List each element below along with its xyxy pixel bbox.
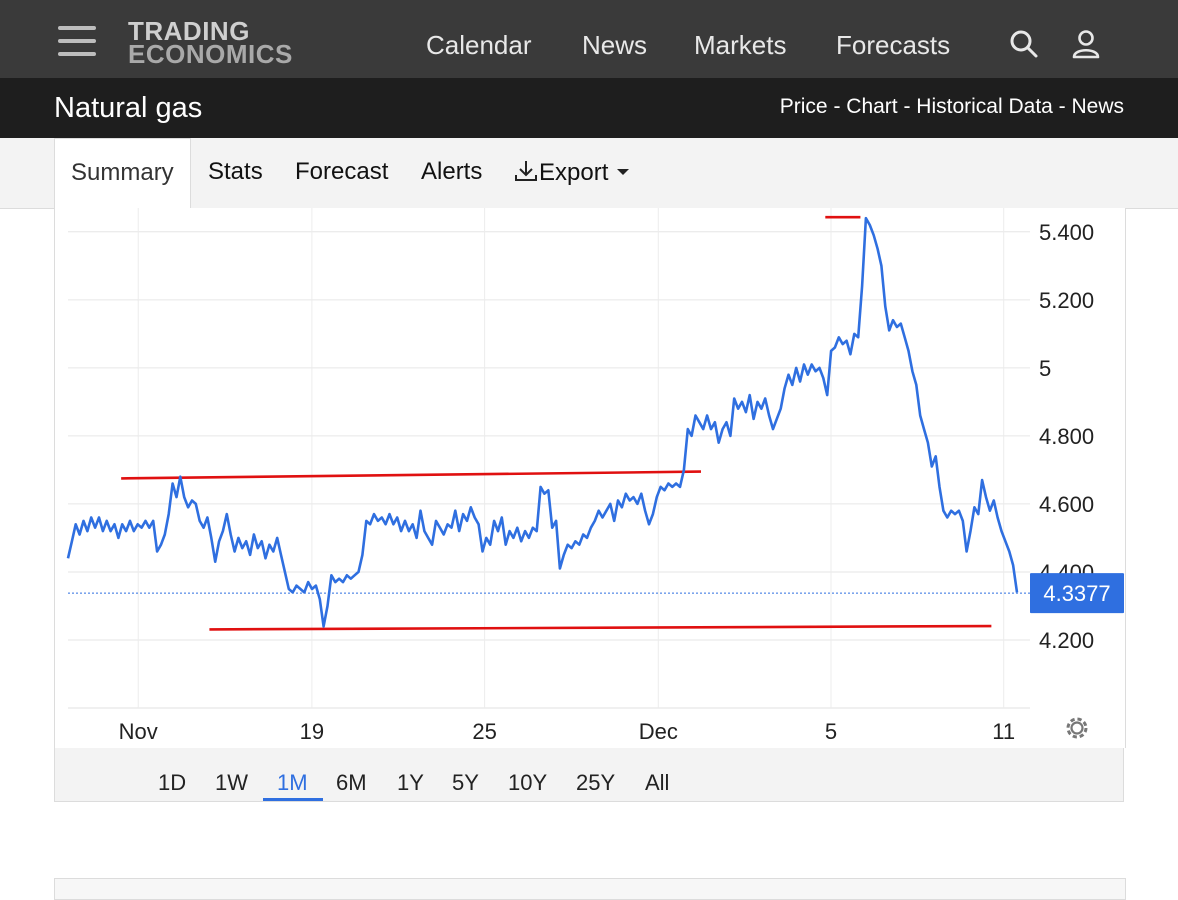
y-tick-label: 5.400 <box>1039 220 1094 245</box>
settings-icon[interactable] <box>1066 717 1088 739</box>
x-tick-label: 11 <box>992 719 1015 744</box>
x-tick-label: 25 <box>472 719 496 744</box>
x-tick-label: Nov <box>119 719 158 744</box>
page-header <box>0 78 1178 138</box>
range-1m[interactable]: 1M <box>277 770 308 795</box>
range-6m[interactable]: 6M <box>336 770 367 795</box>
nav-calendar[interactable]: Calendar <box>426 30 532 60</box>
current-value-label: 4.3377 <box>1043 581 1110 606</box>
chart-tabs: Summary Stats Forecast Alerts Export <box>0 138 1178 209</box>
y-tick-label: 5.200 <box>1039 288 1094 313</box>
logo-line-1: TRADING <box>128 16 250 46</box>
annotation-line <box>121 470 701 480</box>
x-tick-label: Dec <box>639 719 678 744</box>
range-selector: 1D 1W 1M 6M 1Y 5Y 10Y 25Y All <box>54 748 1124 802</box>
top-navigation-bar: TRADING ECONOMICS Calendar News Markets … <box>0 0 1178 78</box>
tab-forecast[interactable]: Forecast <box>295 158 389 185</box>
logo-line-2: ECONOMICS <box>128 39 293 69</box>
chart-grid <box>68 208 1030 709</box>
chart-annotations <box>121 215 992 631</box>
search-icon[interactable] <box>1008 28 1040 60</box>
tab-alerts[interactable]: Alerts <box>421 158 483 185</box>
nav-news[interactable]: News <box>582 30 648 60</box>
y-tick-label: 5 <box>1039 356 1051 381</box>
trading-economics-logo[interactable]: TRADING ECONOMICS <box>128 16 293 69</box>
range-1w[interactable]: 1W <box>215 770 248 795</box>
series-line <box>66 216 1019 628</box>
active-range-indicator <box>263 798 323 801</box>
current-value-badge: 4.3377 <box>1030 573 1124 614</box>
x-tick-label: 5 <box>825 719 837 744</box>
x-axis-ticks: Nov 19 25 Dec 5 11 <box>119 719 1015 744</box>
tab-summary[interactable]: Summary <box>54 138 191 208</box>
range-10y[interactable]: 10Y <box>508 770 548 795</box>
download-icon <box>515 161 537 181</box>
current-value-badge-bg <box>1030 573 1124 614</box>
x-tick-label: 19 <box>300 719 324 744</box>
user-icon[interactable] <box>1070 28 1102 60</box>
caret-down-icon <box>617 169 630 175</box>
annotation-line <box>209 624 992 631</box>
y-tick-label: 4.600 <box>1039 492 1094 517</box>
menu-icon[interactable] <box>58 26 96 56</box>
y-tick-label: 4.800 <box>1039 424 1094 449</box>
range-all[interactable]: All <box>645 770 670 795</box>
export-label: Export <box>539 159 609 186</box>
chart-panel: 5.400 5.200 5 4.800 4.600 4.400 4.200 Nov 19 25 D… <box>54 208 1126 748</box>
range-1y[interactable]: 1Y <box>397 770 424 795</box>
next-section-box <box>54 878 1126 900</box>
page-subnav-links[interactable]: Price - Chart - Historical Data - News <box>779 95 1124 118</box>
range-1d[interactable]: 1D <box>158 770 187 795</box>
range-25y[interactable]: 25Y <box>576 770 616 795</box>
tab-export[interactable]: Export <box>513 158 631 187</box>
page-title: Natural gas <box>54 92 203 124</box>
range-5y[interactable]: 5Y <box>452 770 479 795</box>
nav-markets[interactable]: Markets <box>694 30 787 60</box>
y-tick-label: 4.200 <box>1039 628 1094 653</box>
tab-stats[interactable]: Stats <box>208 158 263 185</box>
nav-forecasts[interactable]: Forecasts <box>836 30 951 60</box>
